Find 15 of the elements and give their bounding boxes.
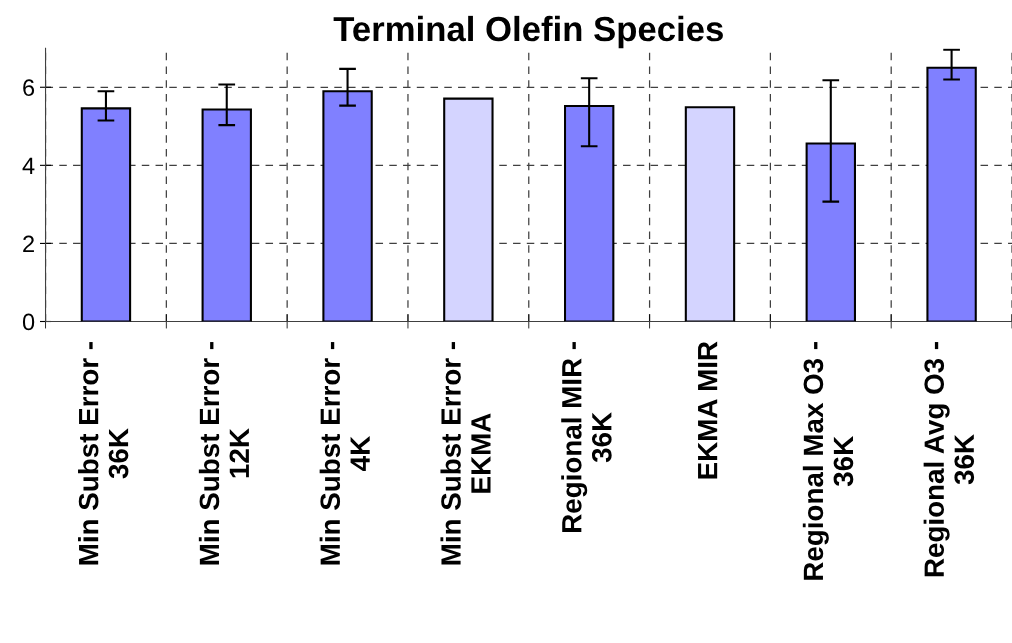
x-tick-label: Regional Avg O3 - 36K xyxy=(923,342,975,577)
y-tick-label: 2 xyxy=(23,235,34,252)
chart-title: Terminal Olefin Species xyxy=(333,15,723,49)
x-tick-label: Min Subst Error - EKMA xyxy=(440,342,491,565)
x-tick-label: Regional Max O3 - 36K xyxy=(802,342,854,580)
y-tick-label: 6 xyxy=(23,79,35,97)
bar xyxy=(684,106,736,322)
bar xyxy=(443,97,494,322)
x-tick-label: Min Subst Error - 12K xyxy=(198,342,249,565)
x-tick-label: Regional MIR - 36K xyxy=(561,342,612,532)
y-tick-label: 4 xyxy=(22,157,35,174)
x-tick-label: Min Subst Error - 4K xyxy=(319,342,370,565)
y-tick-label: 0 xyxy=(22,313,35,331)
x-tick-label: EKMA MIR xyxy=(698,341,718,479)
x-tick-label: Min Subst Error - 36K xyxy=(78,342,129,565)
